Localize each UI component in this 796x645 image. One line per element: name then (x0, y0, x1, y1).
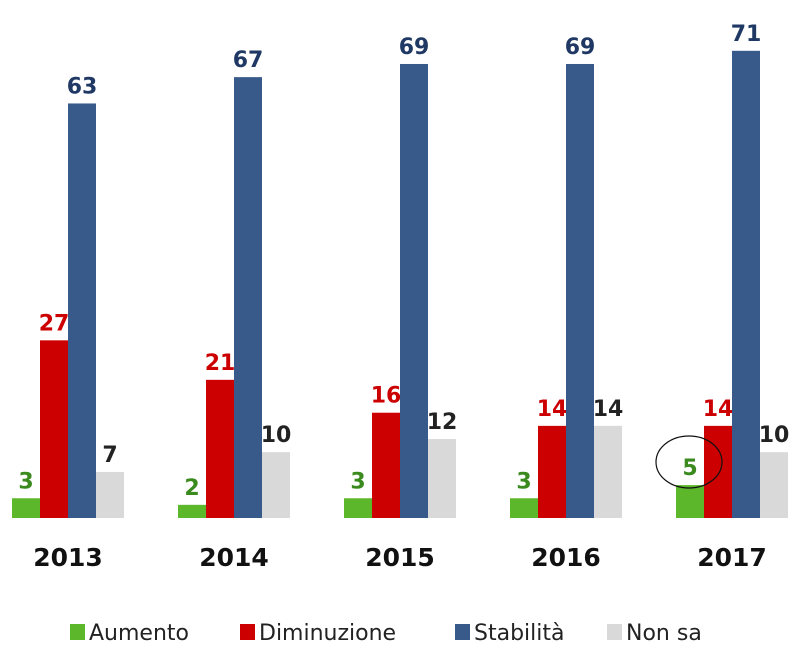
value-label: 16 (371, 384, 402, 409)
value-label: 3 (516, 469, 531, 494)
bar (178, 504, 206, 518)
bar (676, 485, 704, 518)
value-label: 21 (205, 351, 236, 376)
value-label: 69 (399, 35, 430, 60)
value-label: 3 (18, 469, 33, 494)
value-label: 67 (233, 48, 264, 73)
value-label: 14 (537, 397, 568, 422)
bar (732, 50, 760, 518)
legend-swatch (70, 624, 85, 640)
x-tick-label: 2016 (531, 543, 601, 572)
legend-label: Diminuzione (259, 621, 396, 645)
legend-label: Non sa (626, 621, 702, 645)
legend-swatch (240, 624, 255, 640)
value-label: 69 (565, 35, 596, 60)
legend-swatch (607, 624, 622, 640)
value-label: 3 (350, 469, 365, 494)
value-label: 7 (102, 443, 117, 468)
value-label: 12 (427, 410, 458, 435)
bar (96, 471, 124, 518)
legend-label: Stabilità (474, 621, 564, 645)
value-label: 5 (682, 456, 697, 481)
x-tick-label: 2014 (199, 543, 269, 572)
x-tick-label: 2017 (697, 543, 767, 572)
bar (704, 425, 732, 518)
value-label: 14 (593, 397, 624, 422)
bar (760, 452, 788, 518)
value-label: 71 (731, 22, 762, 47)
bar (538, 425, 566, 518)
legend-swatch (455, 624, 470, 640)
value-label: 10 (261, 423, 292, 448)
bar (40, 340, 68, 518)
bar (372, 412, 400, 518)
bar (234, 77, 262, 518)
bar (68, 103, 96, 519)
x-tick-label: 2013 (33, 543, 103, 572)
bar (400, 63, 428, 518)
bar (566, 63, 594, 518)
bar (594, 425, 622, 518)
value-label: 10 (759, 423, 790, 448)
value-label: 27 (39, 311, 70, 336)
bar (206, 379, 234, 518)
bar (262, 452, 290, 518)
bar (428, 439, 456, 518)
value-label: 14 (703, 397, 734, 422)
value-label: 2 (184, 476, 199, 501)
x-tick-label: 2015 (365, 543, 435, 572)
bar (12, 498, 40, 518)
bar (510, 498, 538, 518)
legend-label: Aumento (89, 621, 189, 645)
bar (344, 498, 372, 518)
value-label: 63 (67, 74, 98, 99)
highlight-circle (655, 435, 723, 489)
